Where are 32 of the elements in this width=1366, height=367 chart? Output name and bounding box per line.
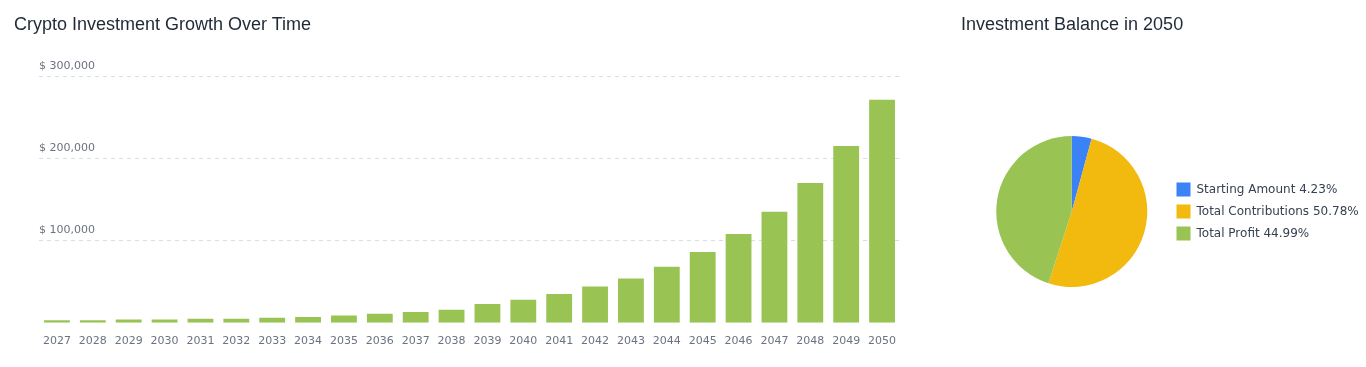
x-tick-label: 2047	[760, 334, 789, 348]
x-tick-label: 2040	[509, 334, 538, 348]
x-tick-label: 2039	[473, 334, 502, 348]
x-tick-label: 2038	[437, 334, 466, 348]
x-tick-label: 2049	[832, 334, 861, 348]
x-tick-label: 2045	[688, 334, 717, 348]
x-tick-label: 2043	[616, 334, 645, 348]
x-tick-label: 2031	[186, 334, 215, 348]
x-tick-label: 2034	[294, 334, 323, 348]
legend-label: Total Contributions 50.78%	[1195, 203, 1359, 218]
x-tick-label: 2032	[222, 334, 251, 348]
x-tick-label: 2048	[796, 334, 825, 348]
legend-label: Total Profit 44.99%	[1195, 225, 1310, 240]
y-tick-label: $ 200,000	[39, 141, 95, 155]
chart-title: Investment Balance in 2050	[961, 14, 1184, 35]
x-tick-label: 2046	[724, 334, 753, 348]
x-tick-label: 2042	[581, 334, 610, 348]
x-tick-label: 2029	[114, 334, 143, 348]
x-tick-label: 2035	[329, 334, 358, 348]
chart-title: Crypto Investment Growth Over Time	[14, 14, 312, 35]
x-tick-label: 2037	[401, 334, 430, 348]
x-tick-label: 2041	[545, 334, 574, 348]
legend-label: Starting Amount 4.23%	[1196, 181, 1338, 196]
y-tick-label: $ 100,000	[39, 223, 95, 237]
x-tick-label: 2033	[258, 334, 287, 348]
x-tick-label: 2044	[652, 334, 681, 348]
x-tick-label: 2027	[42, 334, 71, 348]
x-tick-label: 2030	[150, 334, 179, 348]
y-tick-label: $ 300,000	[39, 58, 95, 72]
x-tick-label: 2050	[868, 334, 897, 348]
x-tick-label: 2036	[365, 334, 394, 348]
x-tick-label: 2028	[78, 334, 107, 348]
